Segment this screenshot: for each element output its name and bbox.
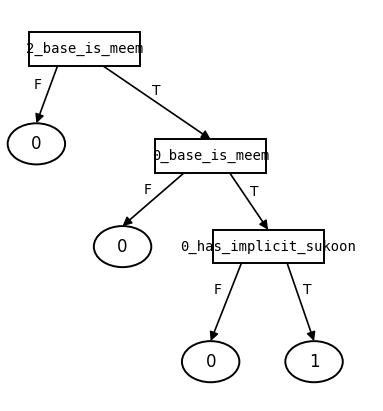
Text: 0: 0	[117, 238, 128, 256]
Ellipse shape	[94, 226, 151, 267]
Ellipse shape	[8, 123, 65, 164]
Text: 1: 1	[309, 353, 319, 371]
Text: 0_base_is_meem: 0_base_is_meem	[152, 149, 269, 163]
Text: T: T	[152, 84, 160, 98]
Text: F: F	[34, 78, 41, 92]
Text: 0: 0	[31, 135, 42, 153]
Text: T: T	[303, 284, 312, 298]
Ellipse shape	[182, 341, 239, 382]
Text: F: F	[214, 284, 221, 298]
Text: 2_base_is_meem: 2_base_is_meem	[26, 42, 143, 56]
Text: 0: 0	[205, 353, 216, 371]
Text: F: F	[144, 183, 152, 197]
FancyBboxPatch shape	[155, 139, 266, 173]
Text: 0_has_implicit_sukoon: 0_has_implicit_sukoon	[180, 240, 356, 254]
FancyBboxPatch shape	[213, 230, 324, 263]
Ellipse shape	[285, 341, 343, 382]
Text: T: T	[250, 185, 259, 199]
FancyBboxPatch shape	[29, 32, 140, 66]
